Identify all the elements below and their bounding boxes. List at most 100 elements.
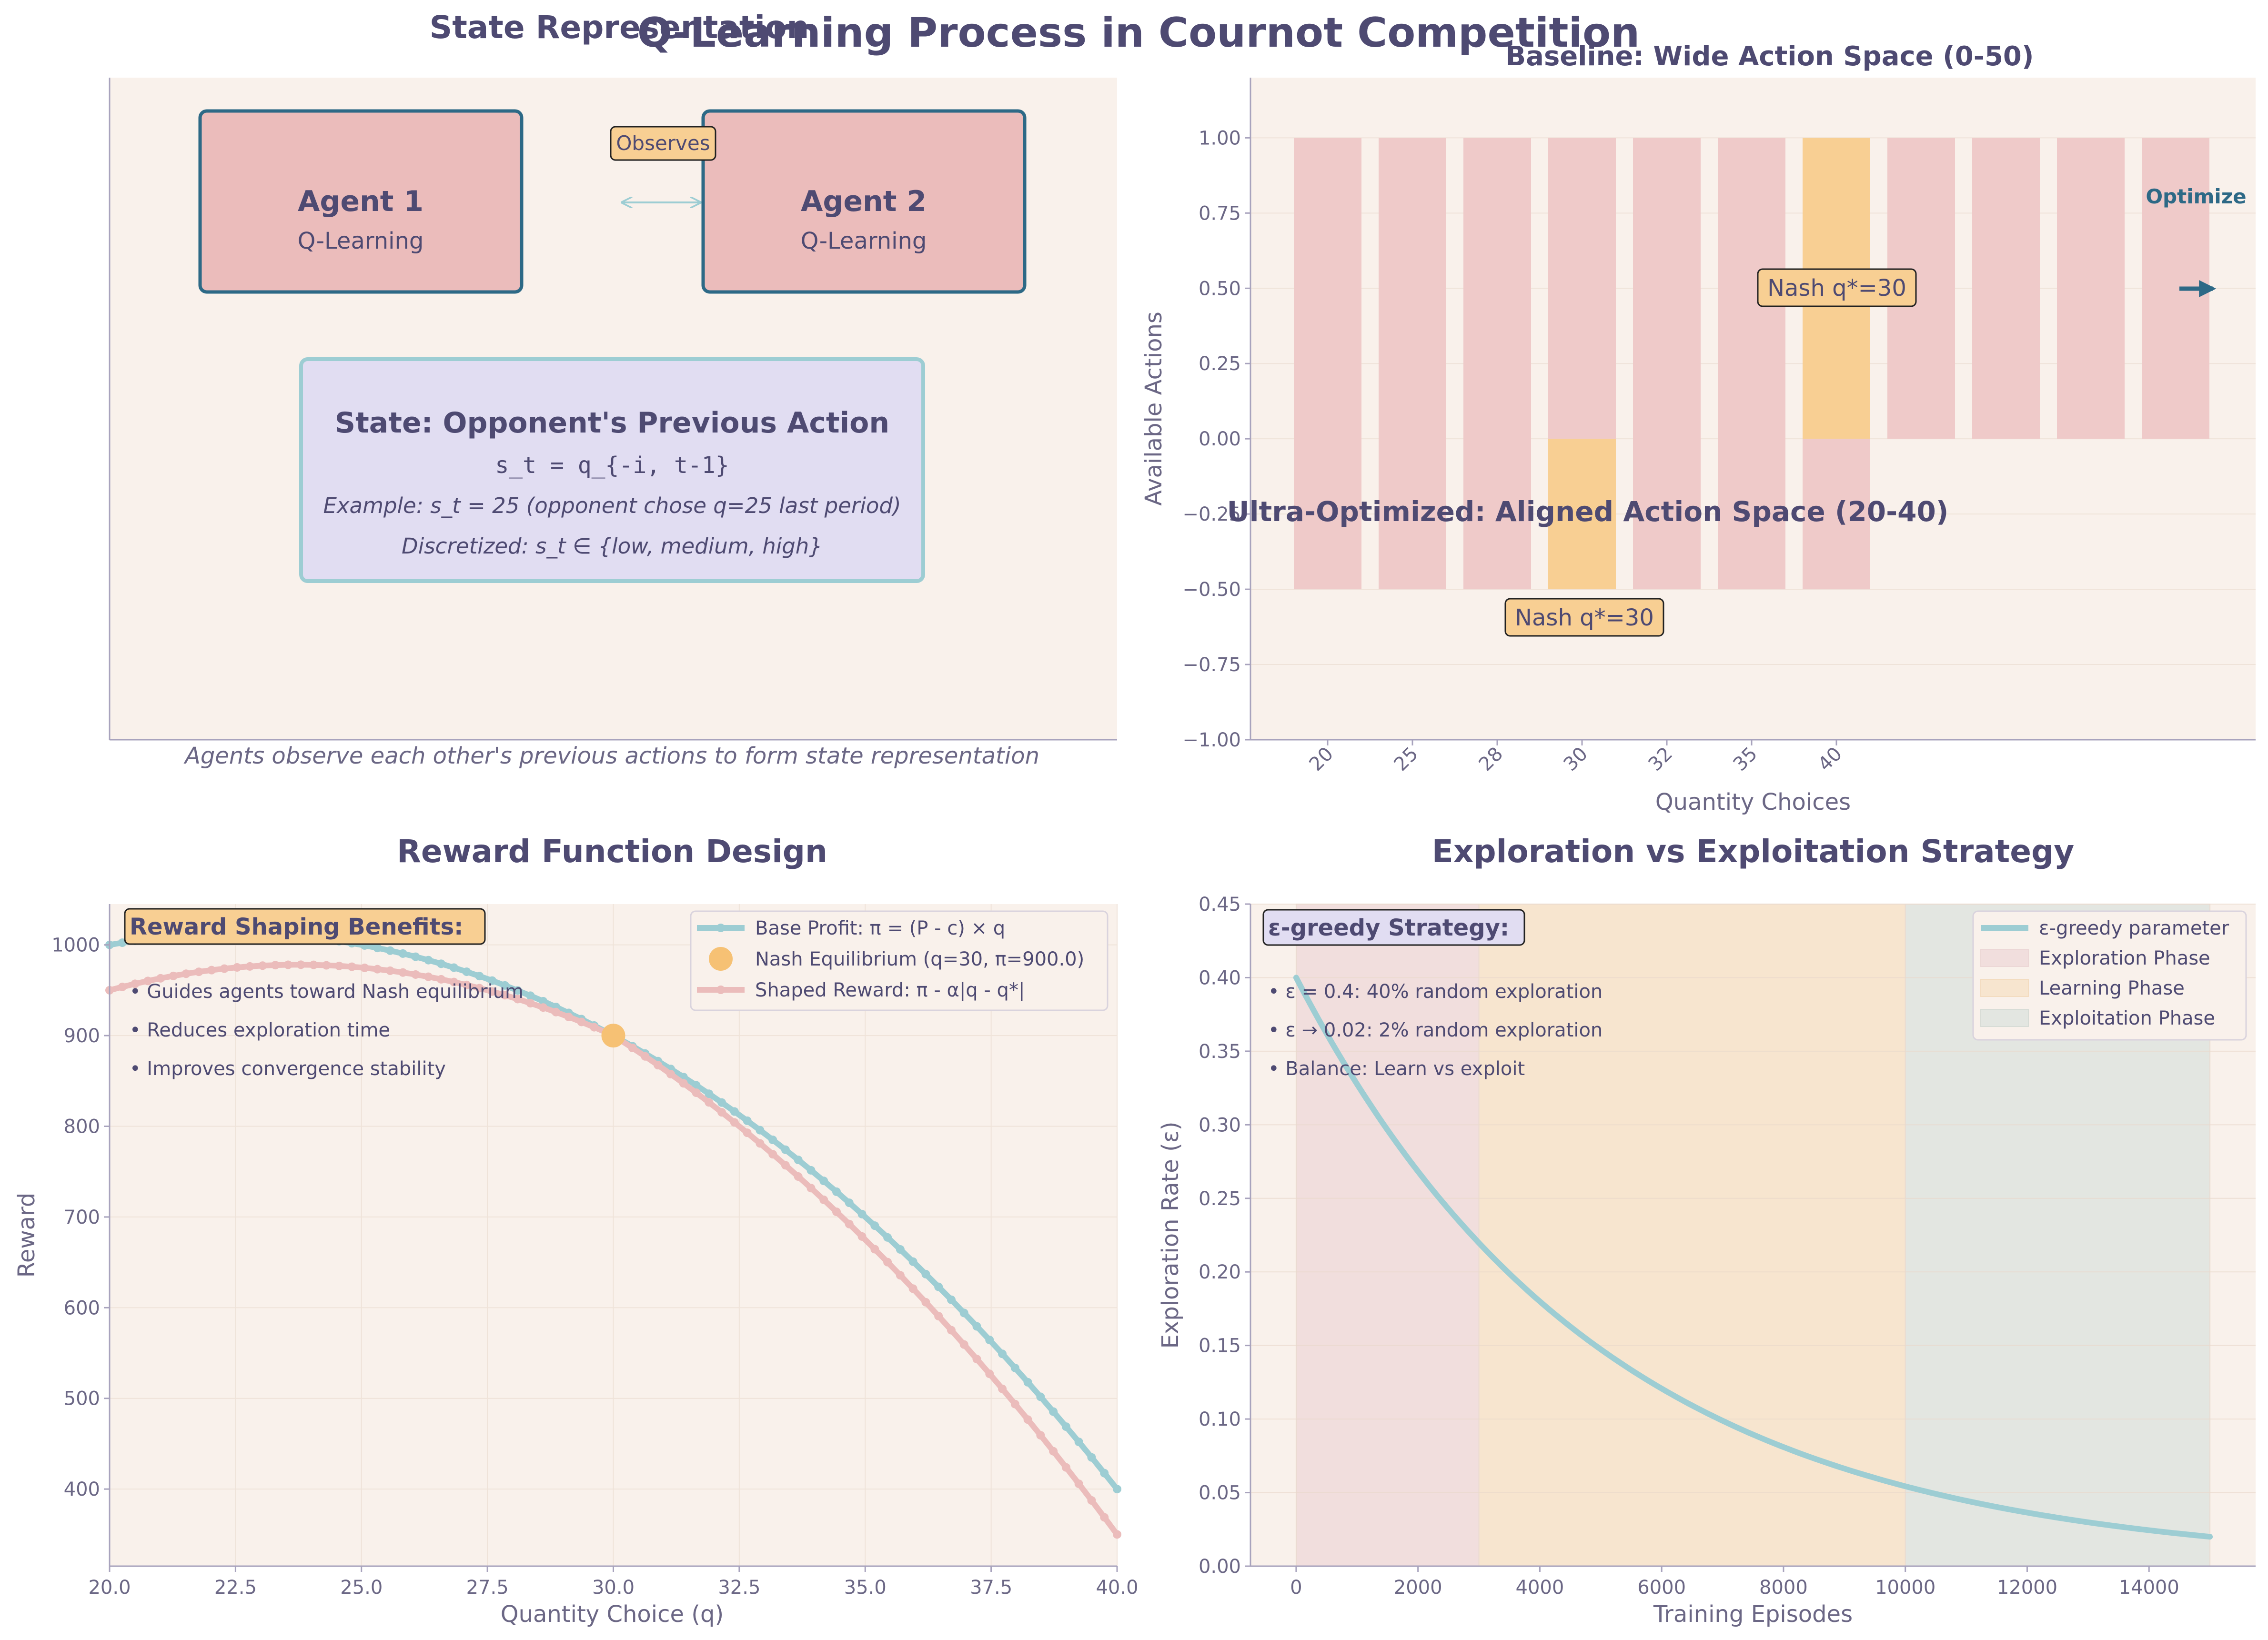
nash-label-top-box [1757,268,1917,307]
strategy-line-1: • ε = 0.4: 40% random exploration [1268,981,1603,1003]
baseline-bar [1972,138,2040,439]
legend-shaped-reward: Shaped Reward: π - α|q - q*| [755,979,1025,1001]
nash-label-top: Nash q*=30 [1767,275,1906,302]
optimized-bar [1633,439,1701,590]
base-profit-marker [462,967,471,976]
exploration-panel: 0.00 0.05 0.10 0.15 0.20 0.25 0.30 0.35 0.40 0.45… [1157,833,2256,1628]
shaped-reward-marker [717,1108,726,1117]
shaped-reward-marker [334,961,343,970]
benefits-title: Reward Shaping Benefits: [130,914,463,940]
shaped-reward-marker [271,961,280,970]
panel3-xlabel: Quantity Choice (q) [501,1601,724,1628]
base-profit-marker [373,944,382,953]
shaped-reward-marker [756,1139,765,1148]
p2-ytick-label: −1.00 [1182,729,1241,751]
base-profit-marker [437,959,446,968]
base-profit-marker [692,1081,701,1090]
base-profit-marker [1023,1378,1032,1387]
p2-ytick-label: 0.00 [1199,428,1241,450]
shaped-reward-marker [296,960,305,969]
shaped-reward-marker [641,1052,650,1061]
shaped-reward-marker [385,966,394,975]
shaped-reward-marker [1036,1431,1045,1440]
action-space-panel: −1.00 −0.75 −0.50 −0.25 0.00 0.25 0.50 0.75 1.00… [1140,41,2256,815]
optimized-bar [1294,439,1361,590]
p4-xtick-label: 14000 [2119,1577,2179,1599]
agent1-subtitle: Q-Learning [298,228,424,254]
shaped-reward-marker [564,1012,573,1021]
shaped-reward-marker [666,1069,675,1078]
p3-xtick-label: 30.0 [592,1577,635,1599]
legend-base-profit: Base Profit: π = (P - c) × q [755,917,1005,939]
shaped-reward-marker [972,1355,981,1364]
shaped-reward-marker [781,1161,790,1170]
shaped-reward-marker [832,1207,841,1217]
shaped-reward-marker [985,1369,994,1378]
shaped-reward-marker [1100,1513,1109,1522]
shaped-reward-marker [462,980,471,989]
p4-ytick-label: 0.40 [1199,967,1241,989]
shaped-reward-marker [475,984,484,993]
shaped-reward-marker [896,1271,905,1280]
baseline-bar [1548,138,1616,439]
strategy-line-3: • Balance: Learn vs exploit [1268,1058,1525,1080]
p4-xtick-label: 0 [1290,1577,1302,1599]
panel1-caption: Agents observe each other's previous act… [183,743,1039,769]
shaped-reward-marker [373,965,382,974]
shaped-reward-marker [730,1118,739,1127]
nash-equilibrium-point [601,1024,625,1048]
agent2-name: Agent 2 [801,185,927,218]
p3-ytick-label: 900 [64,1025,100,1047]
base-profit-marker [1100,1469,1109,1478]
phase-band [1295,904,1480,1567]
base-profit-marker [947,1295,956,1304]
base-profit-marker [398,949,407,958]
benefit-item-2: • Reduces exploration time [130,1019,390,1041]
p4-xtick-label: 10000 [1875,1577,1935,1599]
shaped-reward-marker [220,964,229,973]
base-profit-marker [1113,1485,1121,1494]
shaped-reward-marker [577,1017,586,1026]
agent2-box: Agent 2 Q-Learning [701,109,1027,294]
p4-xtick-label: 4000 [1516,1577,1564,1599]
base-profit-marker [1074,1438,1083,1447]
base-profit-marker [832,1187,841,1196]
panel2-xlabel: Quantity Choices [1655,789,1851,815]
shaped-reward-marker [1113,1530,1121,1539]
p3-ytick-label: 400 [64,1479,100,1500]
shaped-reward-marker [283,960,292,969]
shaped-reward-marker [1087,1496,1096,1505]
base-profit-marker [1036,1392,1045,1401]
optimized-bar [1548,439,1616,590]
optimize-label: Optimize [2146,185,2246,208]
shaped-reward-marker [398,968,407,977]
base-profit-marker [500,981,509,990]
base-profit-marker [972,1322,981,1331]
shaped-reward-marker [156,974,165,983]
shaped-reward-marker [1023,1415,1032,1424]
shaped-reward-marker [552,1007,561,1016]
shaped-reward-marker [819,1195,828,1204]
shaped-reward-marker [679,1079,688,1088]
shaped-reward-marker [768,1150,777,1159]
shaped-reward-marker [921,1298,930,1307]
panel4-title: Exploration vs Exploitation Strategy [1432,833,2075,870]
shaped-reward-marker [908,1284,917,1293]
shaped-reward-marker [806,1184,816,1193]
p3-ytick-label: 600 [64,1297,100,1319]
optimized-bar [1718,439,1785,590]
base-profit-marker [998,1349,1007,1358]
optimized-bar [1463,439,1531,590]
shaped-reward-marker [692,1088,701,1097]
p2-ytick-label: 0.75 [1199,202,1241,224]
strategy-title-box [1262,909,1525,946]
base-profit-marker [424,956,433,965]
p3-ytick-label: 800 [64,1116,100,1138]
shaped-reward-marker [590,1023,599,1032]
shaped-reward-marker [845,1219,854,1228]
p3-xtick-label: 37.5 [970,1577,1012,1599]
p3-xtick-label: 25.0 [340,1577,383,1599]
shaped-reward-marker [207,966,216,975]
shaped-reward-marker [654,1061,663,1070]
base-profit-marker [794,1156,803,1165]
